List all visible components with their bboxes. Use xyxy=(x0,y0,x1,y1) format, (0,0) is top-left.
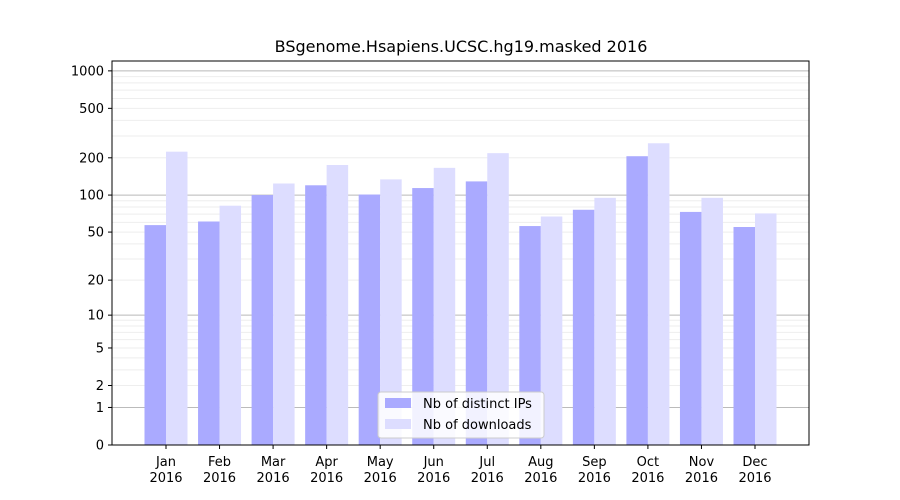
x-tick-label: Dec 2016 xyxy=(738,455,771,486)
y-tick-label: 200 xyxy=(79,151,104,166)
bar-distinct-ips xyxy=(626,156,648,445)
x-axis: Jan 2016 Feb 2016 Mar 2016 Apr 2016 May 2016 Jun 20… xyxy=(149,445,772,486)
legend-label-downloads: Nb of downloads xyxy=(423,418,532,433)
x-tick-label: Jan 2016 xyxy=(149,455,182,486)
x-tick-label: Nov 2016 xyxy=(685,455,718,486)
y-tick-label: 10 xyxy=(87,309,104,324)
legend-label-distinct-ips: Nb of distinct IPs xyxy=(423,397,532,412)
bar-downloads xyxy=(219,205,242,445)
x-tick-label: Feb 2016 xyxy=(203,455,236,486)
legend-swatch-downloads xyxy=(385,419,411,429)
bar-distinct-ips xyxy=(572,209,595,445)
bar-downloads xyxy=(540,216,563,445)
y-tick-label: 100 xyxy=(79,189,104,204)
bar-downloads xyxy=(380,179,402,445)
y-tick-label: 2 xyxy=(96,379,104,394)
y-tick-label: 50 xyxy=(87,226,104,241)
plot-frame xyxy=(111,60,810,446)
bar-downloads xyxy=(433,167,456,445)
y-tick-label: 20 xyxy=(87,274,104,289)
x-tick-label: Sep 2016 xyxy=(578,455,611,486)
bar-downloads xyxy=(594,197,616,445)
bar-distinct-ips xyxy=(465,181,488,446)
bar-downloads xyxy=(273,183,295,446)
bar-distinct-ips xyxy=(412,188,434,445)
y-tick-label: 5 xyxy=(96,341,104,356)
y-axis: 0 1 2 5 10 20 50 100 200 500 1000 xyxy=(71,64,112,454)
bar-downloads xyxy=(487,153,509,445)
legend-frame xyxy=(377,391,545,439)
bar-distinct-ips xyxy=(733,227,755,445)
bar-downloads xyxy=(755,213,777,445)
y-tick-label: 1000 xyxy=(71,64,104,79)
y-tick-label: 500 xyxy=(79,102,104,117)
y-tick-label: 0 xyxy=(96,439,104,454)
x-tick-label: Aug 2016 xyxy=(524,455,557,486)
bar-distinct-ips xyxy=(358,194,381,445)
y-tick-label: 1 xyxy=(96,401,104,416)
bar-distinct-ips xyxy=(305,185,327,445)
x-tick-label: Mar 2016 xyxy=(257,455,290,486)
bar-distinct-ips xyxy=(679,211,702,445)
legend-swatch-distinct-ips xyxy=(385,398,411,408)
x-tick-label: Oct 2016 xyxy=(631,455,664,486)
bars xyxy=(144,143,777,446)
x-tick-label: Jun 2016 xyxy=(417,455,450,486)
bar-downloads xyxy=(166,151,188,445)
bar-downloads xyxy=(326,164,349,446)
bar-distinct-ips xyxy=(519,226,541,445)
bar-downloads xyxy=(647,143,670,445)
legend: Nb of distinct IPs Nb of downloads xyxy=(377,391,545,439)
chart-title: BSgenome.Hsapiens.UCSC.hg19.masked 2016 xyxy=(275,37,648,56)
x-tick-label: May 2016 xyxy=(364,455,397,486)
bar-distinct-ips xyxy=(251,195,274,445)
x-tick-label: Apr 2016 xyxy=(310,455,343,486)
bar-downloads xyxy=(701,197,723,445)
bar-distinct-ips xyxy=(198,221,220,445)
x-tick-label: Jul 2016 xyxy=(471,455,504,486)
bar-distinct-ips xyxy=(144,225,166,445)
